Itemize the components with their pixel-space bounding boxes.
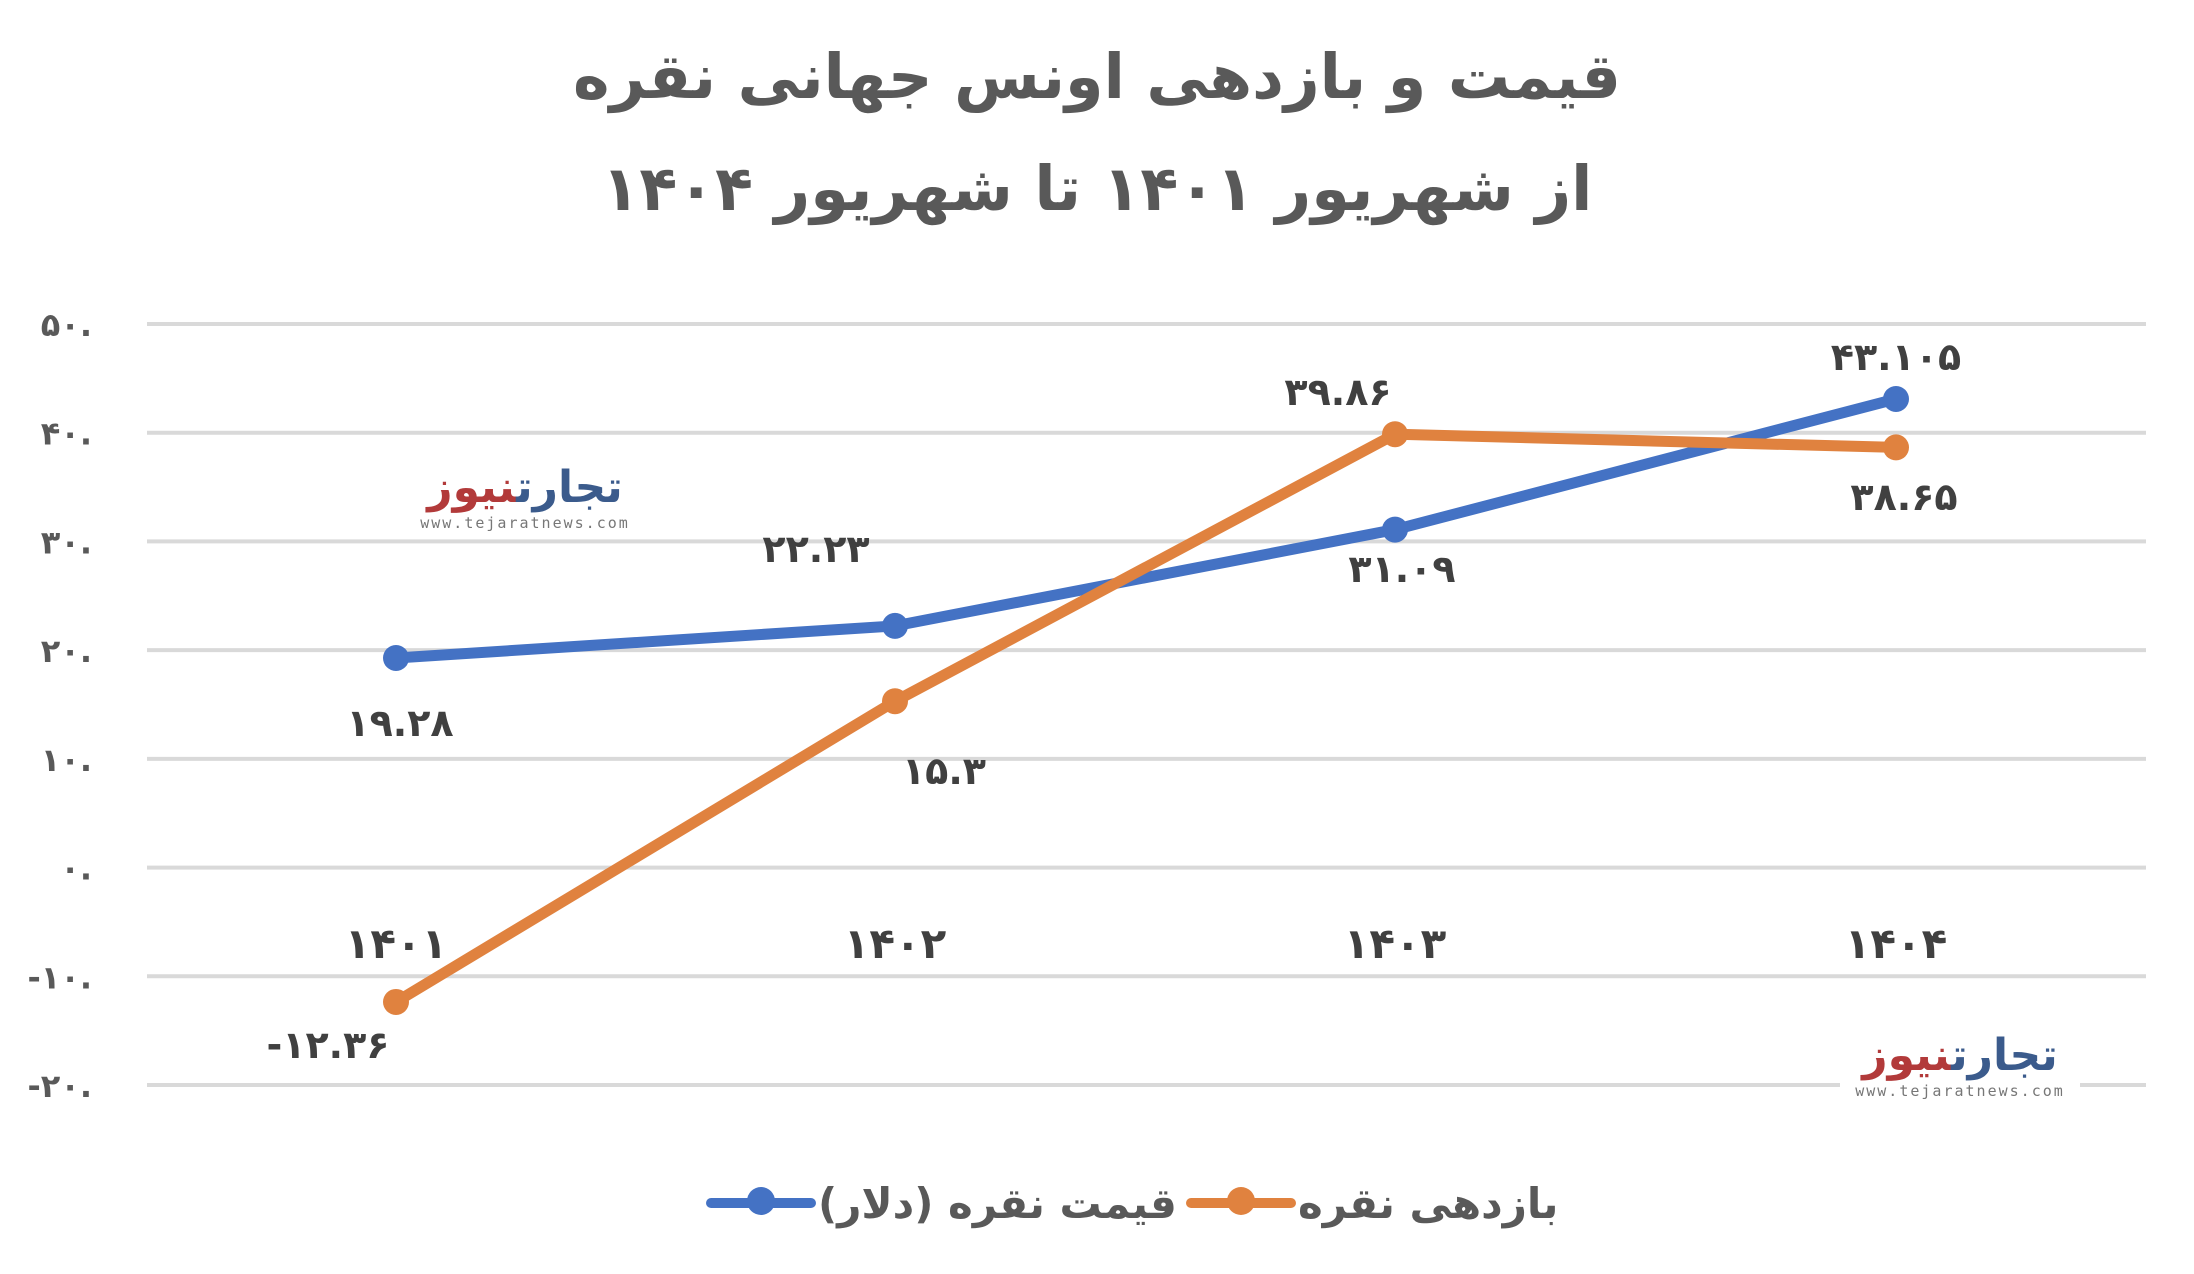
- x-tick-label: ۱۴۰۳: [1344, 919, 1447, 968]
- data-point-marker[interactable]: [383, 644, 409, 671]
- series-lines: [383, 385, 1909, 1015]
- y-tick-label: -۱۰.: [28, 958, 93, 996]
- watermark-logo-bottom: تجارتنیوز www.tejaratnews.com: [1840, 1030, 2080, 1100]
- data-point-marker[interactable]: [1883, 434, 1909, 461]
- y-axis-ticks: ۵۰. ۴۰. ۳۰. ۲۰. ۱۰. ۰. -۱۰. -۲۰.: [28, 306, 93, 1105]
- y-tick-label: ۱۰.: [41, 741, 92, 779]
- y-tick-label: -۲۰.: [28, 1067, 93, 1105]
- data-point-marker[interactable]: [1382, 421, 1408, 448]
- y-tick-label: ۰.: [60, 850, 92, 888]
- data-label: ۳۸.۶۵: [1850, 475, 1957, 519]
- data-label: -۱۲.۳۶: [267, 1023, 390, 1067]
- y-tick-label: ۲۰.: [41, 632, 92, 670]
- chart-subtitle: از شهریور ۱۴۰۱ تا شهریور ۱۴۰۴: [601, 152, 1593, 225]
- data-point-marker[interactable]: [1382, 516, 1408, 543]
- data-point-marker[interactable]: [1883, 385, 1909, 412]
- legend-label: قیمت نقره (دلار): [818, 1178, 1177, 1228]
- data-label: ۱۵.۳: [902, 749, 986, 793]
- data-point-marker[interactable]: [882, 688, 908, 715]
- x-axis-ticks: ۱۴۰۱ ۱۴۰۲ ۱۴۰۳ ۱۴۰۴: [345, 919, 1948, 968]
- data-label: ۲۲.۲۳: [762, 527, 869, 571]
- data-label: ۳۹.۸۶: [1284, 370, 1391, 414]
- y-tick-label: ۴۰.: [41, 415, 92, 453]
- legend-item-return[interactable]: بازدهی نقره: [1186, 1168, 1558, 1238]
- return-line: [390, 428, 1902, 1008]
- legend-marker-line-icon: [1186, 1187, 1296, 1215]
- x-tick-label: ۱۴۰۲: [844, 919, 947, 968]
- data-label: ۳۱.۰۹: [1348, 547, 1455, 591]
- data-point-marker[interactable]: [882, 612, 908, 639]
- legend-label: بازدهی نقره: [1298, 1178, 1559, 1228]
- x-tick-label: ۱۴۰۱: [345, 919, 448, 968]
- price-line: [390, 393, 1902, 664]
- data-labels: ۱۹.۲۸ ۲۲.۲۳ ۳۱.۰۹ ۴۳.۱۰۵ -۱۲.۳۶ ۱۵.۳ ۳۹.۸۶ ۳۸.۶…: [267, 335, 1962, 1067]
- data-point-marker[interactable]: [383, 988, 409, 1015]
- data-label: ۴۳.۱۰۵: [1831, 335, 1961, 379]
- y-tick-label: ۳۰.: [41, 523, 92, 561]
- legend-marker-line-icon: [706, 1187, 816, 1215]
- x-tick-label: ۱۴۰۴: [1845, 919, 1948, 968]
- chart-legend: بازدهی نقره قیمت نقره (دلار): [0, 1168, 2194, 1238]
- watermark-logo-top: تجارتنیوز www.tejaratnews.com: [405, 462, 645, 532]
- legend-item-price[interactable]: قیمت نقره (دلار): [706, 1168, 1177, 1238]
- data-label: ۱۹.۲۸: [346, 701, 453, 745]
- chart-title: قیمت و بازدهی اونس جهانی نقره: [572, 40, 1622, 113]
- y-tick-label: ۵۰.: [41, 306, 92, 344]
